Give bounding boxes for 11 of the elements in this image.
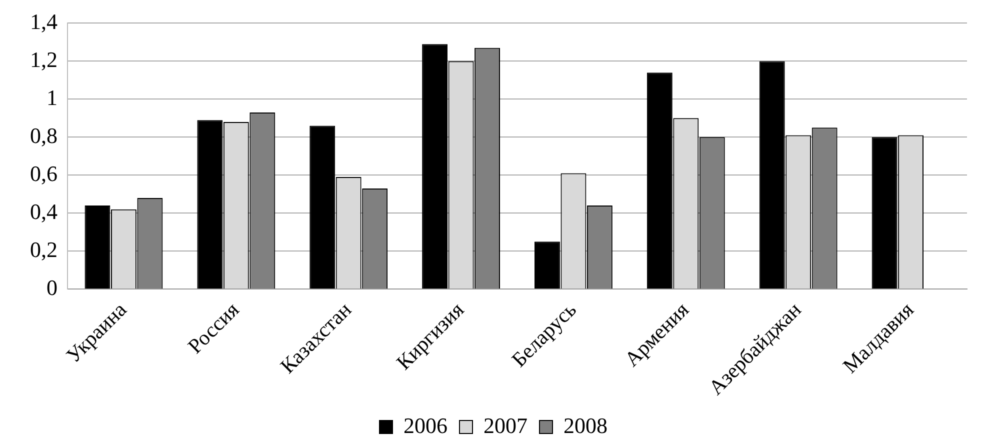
y-tick-label: 1,4 (30, 8, 58, 34)
legend-label: 2006 (404, 412, 448, 438)
y-tick-label: 0,6 (30, 160, 58, 186)
legend-label: 2007 (484, 412, 528, 438)
y-tick-label: 0,8 (30, 122, 58, 148)
y-tick-label: 0,2 (30, 236, 58, 262)
y-tick-label: 1 (46, 84, 58, 110)
y-tick-label: 0 (46, 274, 58, 300)
y-tick-label: 1,2 (30, 46, 58, 72)
legend-label: 2008 (564, 412, 608, 438)
y-tick-label: 0,4 (30, 198, 58, 224)
